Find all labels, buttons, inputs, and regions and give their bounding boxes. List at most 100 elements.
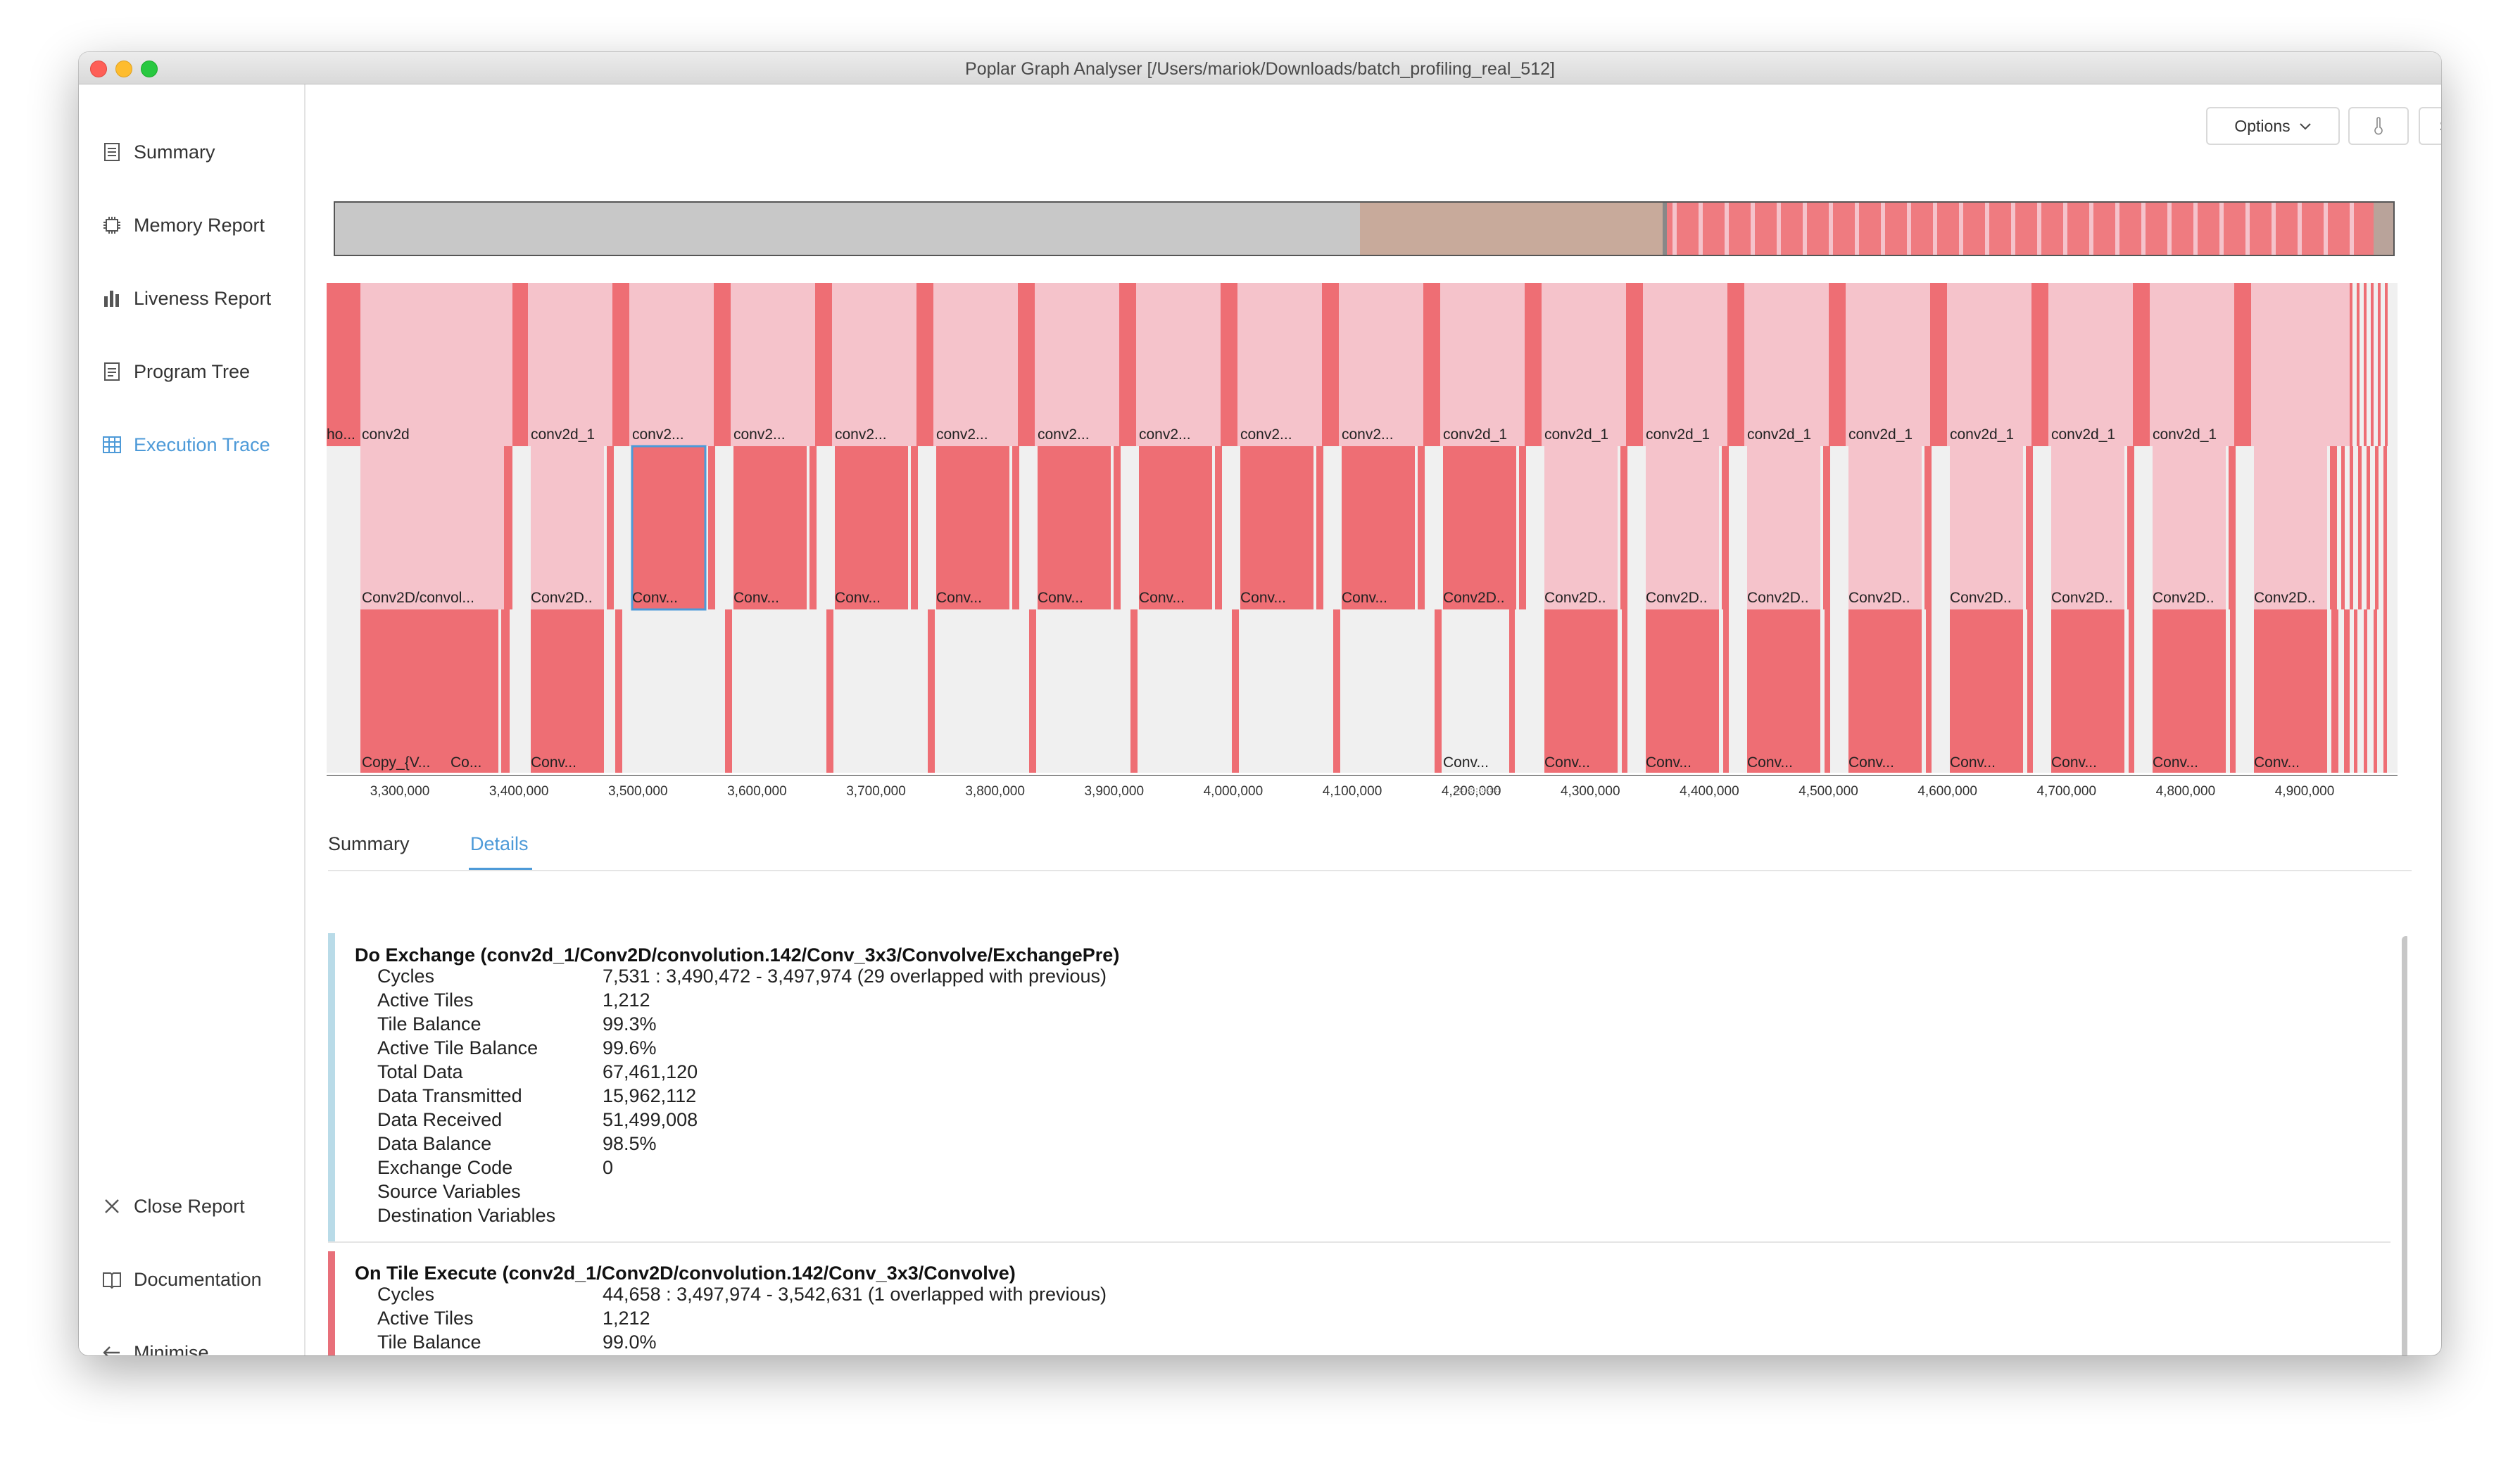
trace-block[interactable]: [2364, 283, 2367, 446]
thermometer-button[interactable]: [2348, 107, 2409, 145]
trace-block[interactable]: [1119, 283, 1136, 446]
sidebar-item-memory-report[interactable]: Memory Report: [101, 211, 265, 239]
trace-block[interactable]: [504, 446, 512, 609]
trace-block[interactable]: [1620, 446, 1627, 609]
trace-block[interactable]: [2371, 283, 2374, 446]
trace-block[interactable]: [2229, 446, 2236, 609]
trace-block[interactable]: [714, 283, 731, 446]
trace-block[interactable]: [1643, 283, 1727, 446]
trace-block[interactable]: [2358, 446, 2362, 609]
trace-block[interactable]: [528, 283, 612, 446]
trace-block[interactable]: [1848, 609, 1922, 773]
trace-block[interactable]: [1747, 446, 1820, 609]
trace-block[interactable]: [2129, 609, 2134, 773]
trace-block[interactable]: [501, 609, 510, 773]
zoom-window-button[interactable]: [141, 61, 158, 77]
trace-block[interactable]: [1823, 446, 1830, 609]
trace-block[interactable]: [1240, 446, 1313, 609]
trace-block[interactable]: [1215, 446, 1222, 609]
trace-block[interactable]: [1525, 283, 1542, 446]
trace-block[interactable]: [2333, 609, 2338, 773]
trace-block[interactable]: [1950, 609, 2023, 773]
trace-block[interactable]: [1440, 283, 1525, 446]
trace-block[interactable]: [2153, 446, 2226, 609]
trace-block[interactable]: [2383, 609, 2387, 773]
trace-block[interactable]: [1744, 283, 1829, 446]
trace-block[interactable]: [1950, 446, 2023, 609]
selected-block-outline[interactable]: [631, 445, 707, 611]
trace-block[interactable]: [615, 609, 622, 773]
trace-block[interactable]: [1848, 446, 1922, 609]
trace-block[interactable]: [1646, 609, 1719, 773]
trace-block[interactable]: [815, 283, 832, 446]
trace-block[interactable]: [1519, 446, 1526, 609]
save-button[interactable]: Save: [2419, 107, 2441, 145]
trace-block[interactable]: [1114, 446, 1121, 609]
trace-block[interactable]: [2031, 283, 2048, 446]
trace-block[interactable]: [2385, 283, 2388, 446]
trace-block[interactable]: [1018, 283, 1035, 446]
documentation-button[interactable]: Documentation: [101, 1265, 262, 1294]
trace-block[interactable]: [2344, 609, 2350, 773]
trace-block[interactable]: [809, 446, 817, 609]
trace-block[interactable]: [327, 283, 360, 446]
trace-block[interactable]: [1423, 283, 1440, 446]
trace-block[interactable]: [2051, 446, 2124, 609]
trace-block[interactable]: [1947, 283, 2031, 446]
tab-details[interactable]: Details: [469, 833, 532, 870]
trace-block[interactable]: [1232, 609, 1239, 773]
trace-block[interactable]: [2341, 446, 2345, 609]
exchange-title[interactable]: Do Exchange (conv2d_1/Conv2D/convolution…: [355, 944, 1120, 966]
trace-block[interactable]: [1626, 283, 1643, 446]
trace-block[interactable]: [1342, 446, 1415, 609]
trace-block[interactable]: [1727, 283, 1744, 446]
trace-block[interactable]: [2230, 609, 2236, 773]
trace-block[interactable]: [2027, 609, 2033, 773]
trace-block[interactable]: [360, 609, 498, 773]
trace-block[interactable]: [832, 283, 916, 446]
sidebar-item-program-tree[interactable]: Program Tree: [101, 358, 250, 386]
trace-block[interactable]: [2150, 283, 2234, 446]
trace-block[interactable]: [1435, 609, 1442, 773]
trace-block[interactable]: [2254, 609, 2327, 773]
trace-block[interactable]: [1418, 446, 1425, 609]
trace-block[interactable]: [1544, 609, 1618, 773]
execute-title[interactable]: On Tile Execute (conv2d_1/Conv2D/convolu…: [355, 1263, 1016, 1284]
minimise-button[interactable]: Minimise: [101, 1339, 209, 1355]
trace-block[interactable]: [2375, 446, 2379, 609]
trace-block[interactable]: [1930, 283, 1947, 446]
trace-block[interactable]: [933, 283, 1018, 446]
trace-block[interactable]: [531, 446, 604, 609]
trace-block[interactable]: [2251, 283, 2350, 446]
trace-block[interactable]: [512, 283, 528, 446]
trace-block[interactable]: [1747, 609, 1820, 773]
trace-block[interactable]: [1622, 609, 1627, 773]
trace-block[interactable]: [1339, 283, 1423, 446]
sidebar-item-execution-trace[interactable]: Execution Trace: [101, 431, 270, 459]
trace-block[interactable]: [911, 446, 918, 609]
trace-block[interactable]: [2026, 446, 2033, 609]
trace-block[interactable]: [2153, 609, 2226, 773]
panel-resize-handle[interactable]: [1454, 788, 1499, 792]
trace-block[interactable]: [2367, 446, 2370, 609]
trace-block[interactable]: [2127, 446, 2134, 609]
sidebar-item-summary[interactable]: Summary: [101, 138, 215, 166]
trace-block[interactable]: [1316, 446, 1323, 609]
trace-block[interactable]: [531, 609, 604, 773]
trace-block[interactable]: [826, 609, 833, 773]
trace-block[interactable]: [936, 446, 1009, 609]
trace-block[interactable]: [2133, 283, 2150, 446]
trace-block[interactable]: [607, 446, 614, 609]
trace-block[interactable]: [1646, 446, 1719, 609]
trace-block[interactable]: [2374, 609, 2377, 773]
trace-block[interactable]: [2357, 283, 2360, 446]
trace-block[interactable]: [360, 283, 512, 446]
trace-block[interactable]: [1443, 446, 1516, 609]
trace-block[interactable]: [916, 283, 933, 446]
trace-block[interactable]: [1038, 446, 1111, 609]
trace-block[interactable]: [1130, 609, 1138, 773]
minimize-window-button[interactable]: [115, 61, 132, 77]
trace-block[interactable]: [1825, 609, 1830, 773]
trace-block[interactable]: [1924, 446, 1932, 609]
details-scrollbar[interactable]: [2402, 936, 2407, 1355]
